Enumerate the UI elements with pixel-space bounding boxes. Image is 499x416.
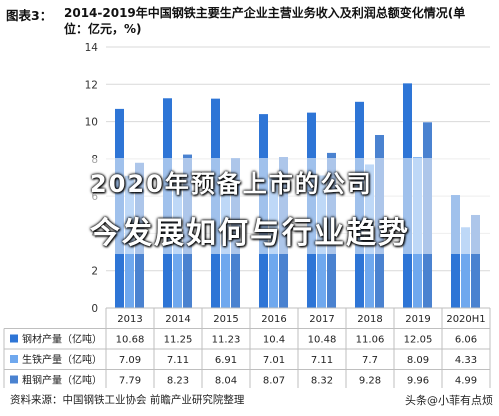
bar-crude-steel-output: [471, 214, 480, 308]
x-category-label: 2019: [405, 314, 430, 325]
table-value: 11.23: [212, 335, 241, 346]
chart-title-block: 图表3： 2014-2019年中国钢铁主要生产企业主营业务收入及利润总额变化情况…: [0, 0, 499, 38]
y-tick-label: 0: [91, 303, 98, 315]
x-category-label: 2017: [309, 314, 334, 325]
y-tick-label: 14: [85, 42, 99, 54]
x-category-label: 2018: [357, 314, 382, 325]
footer: [0, 388, 499, 412]
table-value: 10.68: [116, 335, 145, 346]
table-value: 4.33: [455, 355, 477, 366]
y-tick-label: 2: [91, 266, 98, 278]
table-value: 9.28: [359, 376, 381, 387]
table-value: 8.09: [407, 355, 429, 366]
legend-label: 钢材产量（亿吨）: [22, 333, 102, 346]
table-value: 9.96: [407, 376, 429, 387]
table-value: 8.32: [311, 376, 333, 387]
x-category-label: 2016: [261, 314, 286, 325]
table-value: 7.09: [119, 355, 141, 366]
table-value: 6.06: [455, 335, 477, 346]
source-note: 资料来源：中国钢铁工业协会 前瞻产业研究院整理: [10, 394, 245, 406]
table-value: 11.25: [164, 335, 193, 346]
legend-swatch: [10, 334, 18, 343]
x-category-label: 2020H1: [446, 314, 485, 325]
table-value: 8.07: [263, 376, 285, 387]
chart-title: 2014-2019年中国钢铁主要生产企业主营业务收入及利润总额变化情况(单位：亿…: [64, 6, 466, 36]
legend-swatch: [10, 375, 18, 384]
y-tick-label: 10: [85, 117, 98, 129]
author-credit: 头条@小菲有点烦: [405, 394, 493, 407]
x-category-label: 2013: [117, 314, 142, 325]
table-value: 7.01: [263, 355, 285, 366]
table-value: 6.91: [215, 355, 237, 366]
overlay-headline-line-1: 2020年预备上市的公司: [90, 170, 373, 198]
x-category-label: 2014: [165, 314, 190, 325]
x-category-label: 2015: [213, 314, 238, 325]
table-value: 10.4: [263, 335, 285, 346]
legend-label: 粗钢产量（亿吨）: [22, 374, 102, 387]
table-value: 7.7: [362, 355, 378, 366]
watermark-overlay-band: [0, 158, 499, 254]
y-tick-label: 12: [85, 79, 98, 91]
table-value: 10.48: [308, 335, 337, 346]
table-value: 7.11: [167, 355, 189, 366]
legend-label: 生铁产量（亿吨）: [22, 353, 102, 366]
legend-swatch: [10, 355, 18, 363]
table-value: 12.05: [404, 335, 433, 346]
figure-number: 图表3：: [6, 8, 53, 23]
table-value: 7.11: [311, 355, 333, 366]
table-value: 4.99: [455, 376, 477, 387]
table-value: 8.04: [215, 376, 237, 387]
table-value: 8.23: [167, 376, 189, 387]
table-value: 11.06: [356, 335, 385, 346]
table-value: 7.79: [119, 376, 141, 387]
overlay-headline-line-2: 今发展如何与行业趋势: [90, 216, 410, 251]
bar-pig-iron-output: [461, 227, 470, 308]
